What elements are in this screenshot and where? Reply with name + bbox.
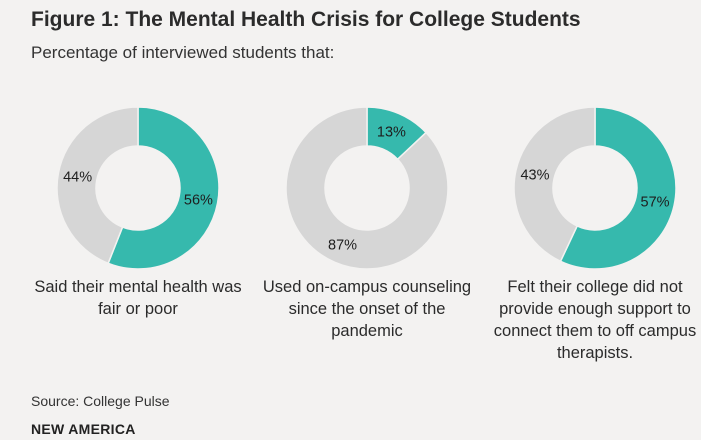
- brand-logo-text: NEW AMERICA: [31, 421, 136, 437]
- donut-chart-mental-health: 56% 44%: [56, 106, 220, 270]
- donut-slice-remainder: [513, 106, 596, 263]
- donut-chart-support: 57% 43%: [513, 106, 677, 270]
- donut-slice-highlight: [107, 106, 220, 270]
- caption-support: Felt their college did not provide enoug…: [493, 278, 697, 362]
- slice-value-label: 43%: [520, 168, 549, 184]
- donut-slice-remainder: [285, 106, 449, 270]
- donut-slice-highlight: [559, 106, 677, 270]
- slice-value-label: 44%: [63, 169, 92, 185]
- source-note: Source: College Pulse: [31, 393, 170, 409]
- donut-charts-area: 56% 44% Said their mental health was fair…: [0, 100, 701, 362]
- slice-value-label: 57%: [641, 194, 670, 210]
- slice-value-label: 13%: [377, 125, 406, 141]
- figure-subtitle: Percentage of interviewed students that:: [31, 43, 335, 62]
- figure-title: Figure 1: The Mental Health Crisis for C…: [31, 8, 581, 31]
- donut-slice-remainder: [56, 106, 139, 265]
- donut-chart-counseling: 13% 87%: [285, 106, 449, 270]
- slice-value-label: 56%: [184, 193, 213, 209]
- slice-value-label: 87%: [328, 237, 357, 253]
- caption-counseling: Used on-campus counseling since the onse…: [262, 278, 472, 340]
- caption-mental-health: Said their mental health was fair or poo…: [34, 278, 242, 318]
